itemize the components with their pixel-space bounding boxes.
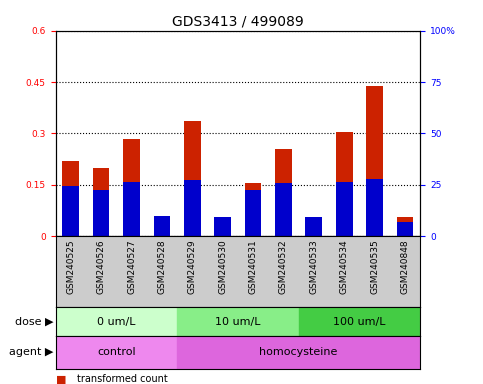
- Bar: [366, 86, 383, 236]
- Bar: [275, 149, 292, 236]
- Text: GSM240533: GSM240533: [309, 240, 318, 295]
- Bar: [93, 168, 110, 236]
- Bar: [93, 190, 110, 236]
- Text: GSM240531: GSM240531: [249, 240, 257, 295]
- Bar: [214, 217, 231, 236]
- Text: GSM240526: GSM240526: [97, 240, 106, 295]
- Text: homocysteine: homocysteine: [259, 347, 338, 358]
- Text: dose ▶: dose ▶: [14, 316, 53, 327]
- Bar: [177, 336, 420, 369]
- Text: GSM240532: GSM240532: [279, 240, 288, 295]
- Bar: [214, 217, 231, 236]
- Bar: [305, 217, 322, 236]
- Text: GSM240527: GSM240527: [127, 240, 136, 295]
- Text: ■: ■: [56, 374, 66, 384]
- Bar: [56, 307, 177, 336]
- Text: transformed count: transformed count: [77, 374, 168, 384]
- Bar: [275, 183, 292, 236]
- Text: agent ▶: agent ▶: [9, 347, 53, 358]
- Text: GSM240535: GSM240535: [370, 240, 379, 295]
- Text: GSM240530: GSM240530: [218, 240, 227, 295]
- Bar: [56, 336, 177, 369]
- Title: GDS3413 / 499089: GDS3413 / 499089: [172, 14, 304, 28]
- Bar: [177, 307, 298, 336]
- Bar: [336, 132, 353, 236]
- Text: 10 um/L: 10 um/L: [215, 316, 261, 327]
- Bar: [62, 161, 79, 236]
- Text: GSM240525: GSM240525: [66, 240, 75, 295]
- Bar: [123, 182, 140, 236]
- Text: GSM240528: GSM240528: [157, 240, 167, 295]
- Bar: [397, 217, 413, 236]
- Text: GSM240534: GSM240534: [340, 240, 349, 295]
- Bar: [397, 222, 413, 236]
- Bar: [245, 183, 261, 236]
- Text: 0 um/L: 0 um/L: [97, 316, 136, 327]
- Bar: [62, 186, 79, 236]
- Bar: [154, 217, 170, 236]
- Bar: [184, 180, 200, 236]
- Bar: [123, 139, 140, 236]
- Text: 100 um/L: 100 um/L: [333, 316, 386, 327]
- Text: GSM240848: GSM240848: [400, 240, 410, 295]
- Text: control: control: [97, 347, 136, 358]
- Bar: [305, 217, 322, 236]
- Bar: [336, 182, 353, 236]
- Bar: [245, 190, 261, 236]
- Bar: [298, 307, 420, 336]
- Bar: [154, 216, 170, 236]
- Text: GSM240529: GSM240529: [188, 240, 197, 295]
- Bar: [366, 179, 383, 236]
- Bar: [184, 121, 200, 236]
